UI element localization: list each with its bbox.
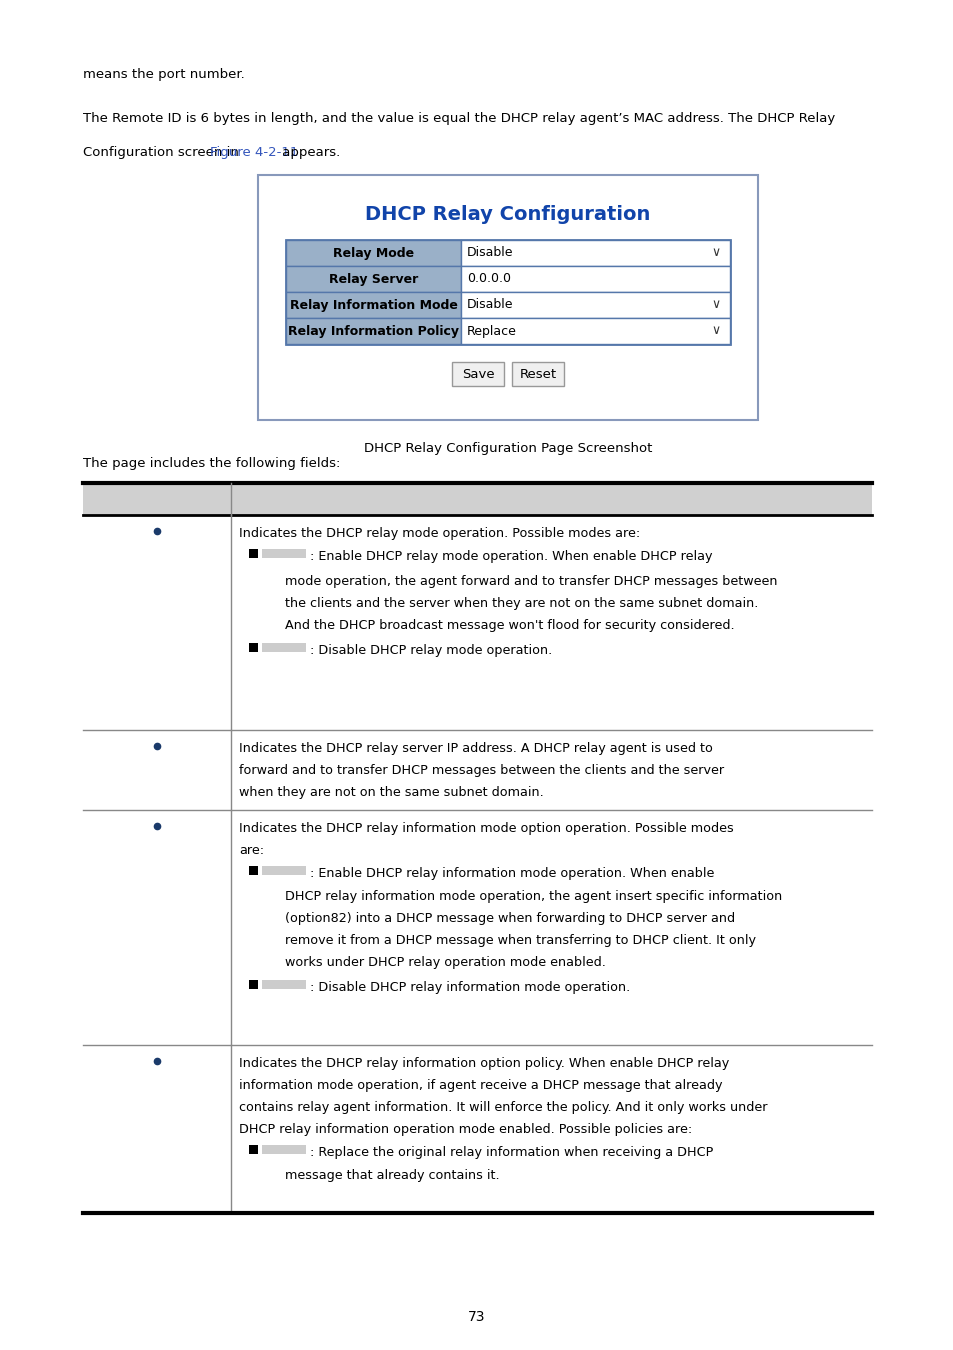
Bar [286,292,460,319]
Bar [512,362,563,386]
Text: Figure 4-2-11: Figure 4-2-11 [210,146,297,159]
Bar [262,549,306,558]
Bar [83,483,871,514]
Bar [452,362,503,386]
Text: DHCP relay information mode operation, the agent insert specific information: DHCP relay information mode operation, t… [285,890,781,903]
Text: Replace: Replace [467,324,517,338]
Bar [249,980,257,990]
Text: Relay Mode: Relay Mode [333,247,414,259]
Text: ∨: ∨ [711,298,720,312]
Text: DHCP relay information operation mode enabled. Possible policies are:: DHCP relay information operation mode en… [239,1123,692,1135]
Text: contains relay agent information. It will enforce the policy. And it only works : contains relay agent information. It wil… [239,1102,767,1114]
Text: forward and to transfer DHCP messages between the clients and the server: forward and to transfer DHCP messages be… [239,764,723,778]
Text: 0.0.0.0: 0.0.0.0 [467,273,511,285]
Bar [249,865,257,875]
Text: (option82) into a DHCP message when forwarding to DHCP server and: (option82) into a DHCP message when forw… [285,913,735,925]
Text: Disable: Disable [467,247,513,259]
Text: Configuration screen in: Configuration screen in [83,146,243,159]
Bar [262,643,306,652]
Bar [460,292,729,319]
Bar [257,176,758,420]
Text: when they are not on the same subnet domain.: when they are not on the same subnet dom… [239,786,543,799]
Text: Reset: Reset [518,367,556,381]
Text: 73: 73 [468,1310,485,1324]
Text: The Remote ID is 6 bytes in length, and the value is equal the DHCP relay agent’: The Remote ID is 6 bytes in length, and … [83,112,835,126]
Bar [286,240,460,266]
Text: works under DHCP relay operation mode enabled.: works under DHCP relay operation mode en… [285,956,605,969]
Text: mode operation, the agent forward and to transfer DHCP messages between: mode operation, the agent forward and to… [285,575,777,589]
Text: DHCP Relay Configuration Page Screenshot: DHCP Relay Configuration Page Screenshot [363,441,652,455]
Text: : Replace the original relay information when receiving a DHCP: : Replace the original relay information… [310,1146,713,1160]
Bar [262,1145,306,1154]
Text: means the port number.: means the port number. [83,68,245,81]
Text: remove it from a DHCP message when transferring to DHCP client. It only: remove it from a DHCP message when trans… [285,934,755,946]
Text: the clients and the server when they are not on the same subnet domain.: the clients and the server when they are… [285,597,758,610]
Text: : Disable DHCP relay information mode operation.: : Disable DHCP relay information mode op… [310,981,630,994]
Text: Relay Information Mode: Relay Information Mode [290,298,456,312]
Text: appears.: appears. [278,146,340,159]
Text: Relay Server: Relay Server [329,273,417,285]
Bar [460,240,729,266]
Bar [249,549,257,558]
Text: Disable: Disable [467,298,513,312]
Text: Relay Information Policy: Relay Information Policy [288,324,458,338]
Text: are:: are: [239,844,264,857]
Text: ∨: ∨ [711,324,720,338]
Bar [286,240,729,344]
Bar [286,319,460,344]
Bar [460,266,729,292]
Text: Indicates the DHCP relay information option policy. When enable DHCP relay: Indicates the DHCP relay information opt… [239,1057,728,1071]
Text: Save: Save [461,367,494,381]
Text: And the DHCP broadcast message won't flood for security considered.: And the DHCP broadcast message won't flo… [285,620,734,632]
Bar [262,980,306,990]
Bar [249,643,257,652]
Text: ∨: ∨ [711,247,720,259]
Text: : Disable DHCP relay mode operation.: : Disable DHCP relay mode operation. [310,644,552,657]
Bar [460,319,729,344]
Text: : Enable DHCP relay information mode operation. When enable: : Enable DHCP relay information mode ope… [310,867,714,880]
Text: information mode operation, if agent receive a DHCP message that already: information mode operation, if agent rec… [239,1079,721,1092]
Text: Indicates the DHCP relay information mode option operation. Possible modes: Indicates the DHCP relay information mod… [239,822,733,836]
Text: The page includes the following fields:: The page includes the following fields: [83,458,340,470]
Text: DHCP Relay Configuration: DHCP Relay Configuration [365,205,650,224]
Bar [249,1145,257,1154]
Text: : Enable DHCP relay mode operation. When enable DHCP relay: : Enable DHCP relay mode operation. When… [310,549,712,563]
Text: message that already contains it.: message that already contains it. [285,1169,499,1183]
Text: Indicates the DHCP relay mode operation. Possible modes are:: Indicates the DHCP relay mode operation.… [239,526,639,540]
Bar [262,865,306,875]
Text: Indicates the DHCP relay server IP address. A DHCP relay agent is used to: Indicates the DHCP relay server IP addre… [239,743,712,755]
Bar [286,266,460,292]
